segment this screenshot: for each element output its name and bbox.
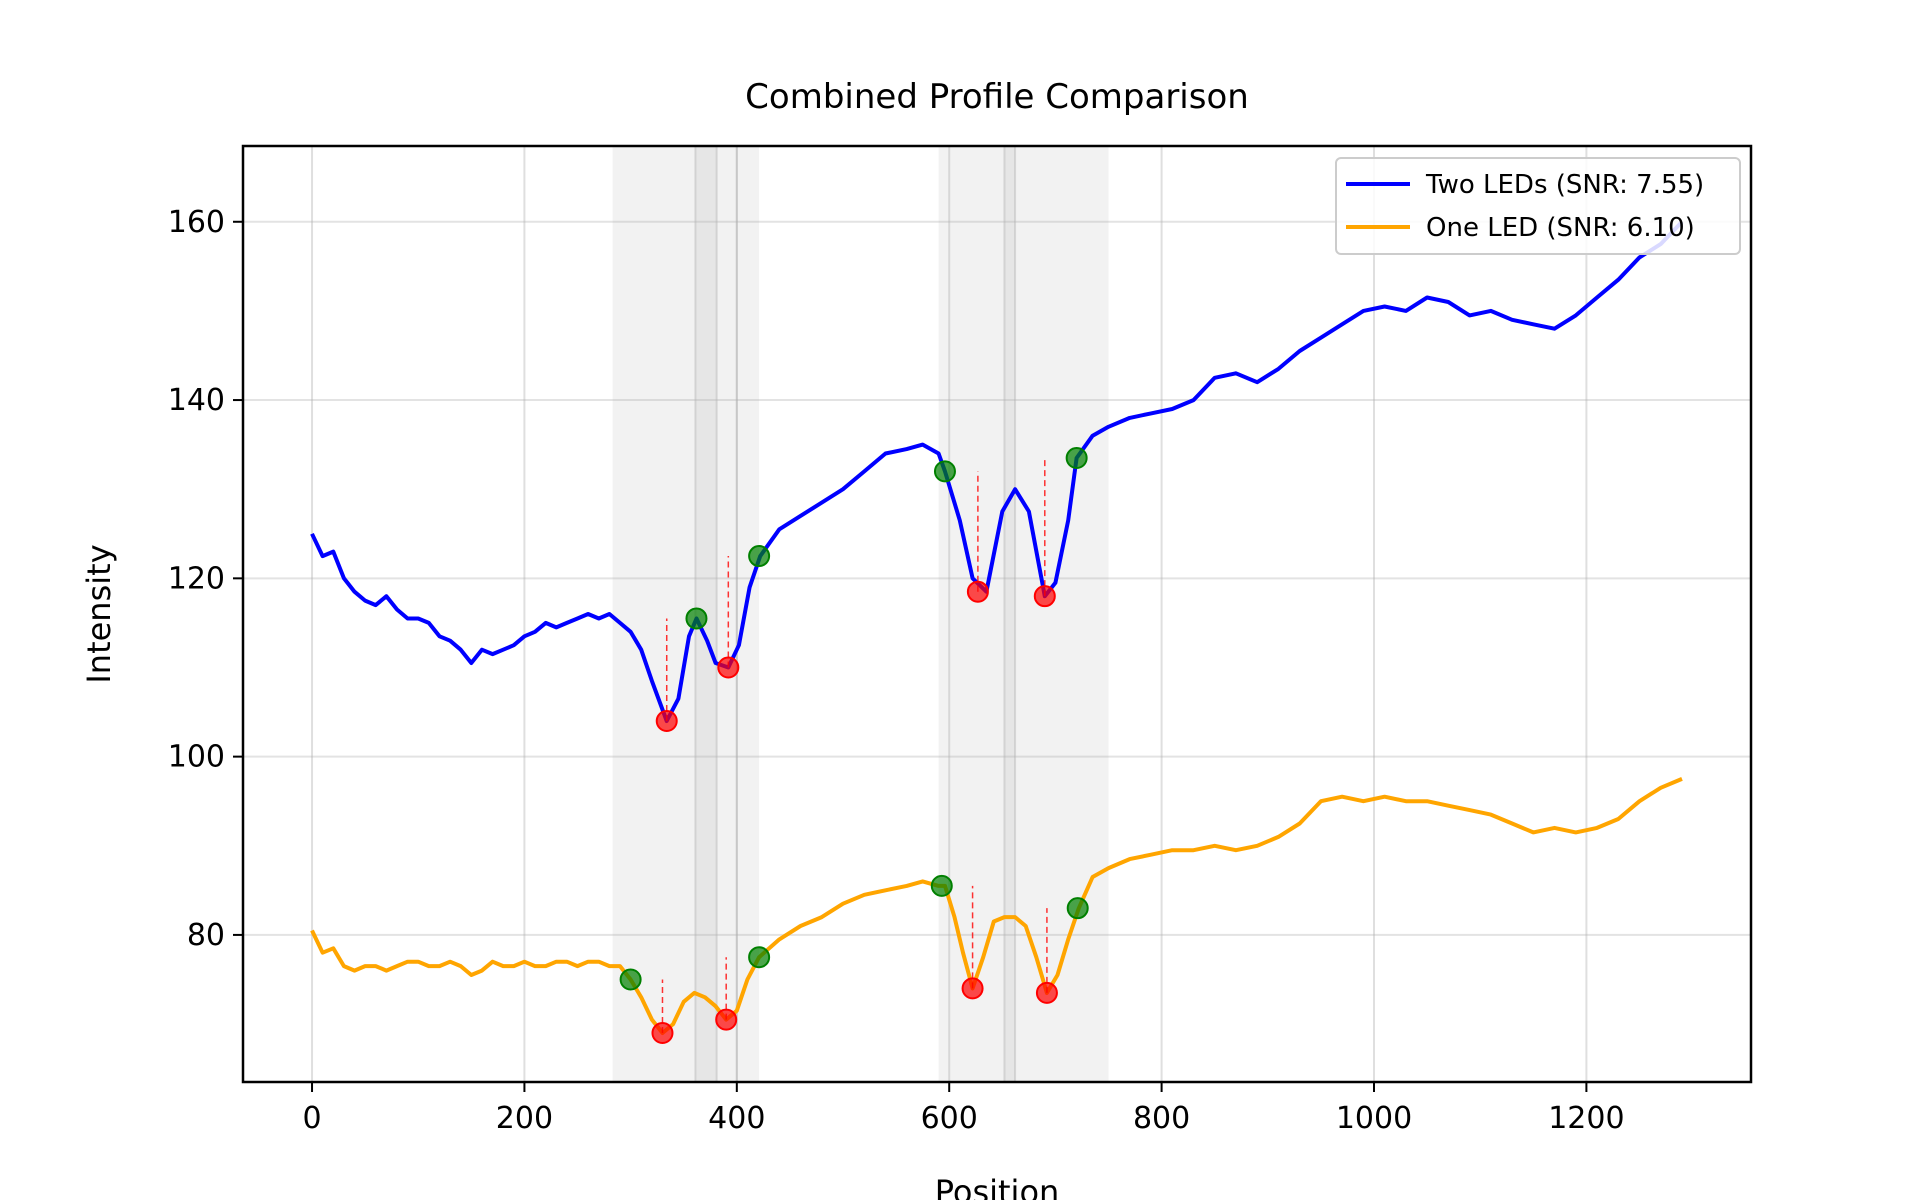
edge-marker-7 [1066,897,1089,920]
x-tick-label-1200: 1200 [1548,1101,1624,1136]
edge-marker-2 [933,460,956,483]
edge-marker-0 [685,607,708,630]
x-tick-label-800: 800 [1133,1101,1190,1136]
edge-marker-4 [619,968,642,991]
y-tick-label-120: 120 [168,561,225,596]
shaded-region-2 [938,146,1109,1082]
y-tick-label-140: 140 [168,383,225,418]
series-line-0 [310,220,1684,723]
minimum-marker-2 [966,580,989,603]
minimum-marker-7 [1035,981,1058,1004]
x-tick-label-600: 600 [921,1101,978,1136]
plot-frame [241,144,1753,1084]
minimum-marker-0 [655,709,678,732]
minimum-marker-1 [717,656,740,679]
edge-marker-6 [930,874,953,897]
series-line-1 [310,777,1683,1035]
legend-label-one-led: One LED (SNR: 6.10) [1426,213,1695,243]
y-tick-label-160: 160 [168,205,225,240]
x-tick-label-200: 200 [496,1101,553,1136]
shaded-region-3 [1004,146,1016,1082]
legend: Two LEDs (SNR: 7.55) One LED (SNR: 6.10) [1335,157,1741,255]
x-tick-label-400: 400 [708,1101,765,1136]
x-tick-label-0: 0 [302,1101,321,1136]
edge-marker-5 [748,946,771,969]
x-tick-label-1000: 1000 [1336,1101,1412,1136]
legend-box [1335,157,1741,255]
edge-marker-3 [1065,447,1088,469]
y-tick-label-80: 80 [187,918,225,953]
y-axis-label: Intensity [80,544,118,683]
y-tick-label-100: 100 [168,740,225,775]
minimum-marker-4 [651,1021,674,1044]
x-axis-label: Position [935,1173,1060,1200]
markers [619,447,1089,1044]
axis-ticks: 0 200 400 600 800 1000 1200 80 100 120 140 160 [168,205,1625,1136]
minimum-marker-6 [961,977,984,1000]
minimum-marker-3 [1033,585,1056,608]
shaded-region-0 [612,146,760,1082]
edge-marker-1 [748,545,771,568]
minimum-marker-5 [715,1008,738,1031]
vertical-lines [311,146,1588,1082]
chart-title: Combined Profile Comparison [745,77,1249,117]
legend-label-two-leds: Two LEDs (SNR: 7.55) [1425,170,1704,200]
series-lines [310,220,1684,1035]
